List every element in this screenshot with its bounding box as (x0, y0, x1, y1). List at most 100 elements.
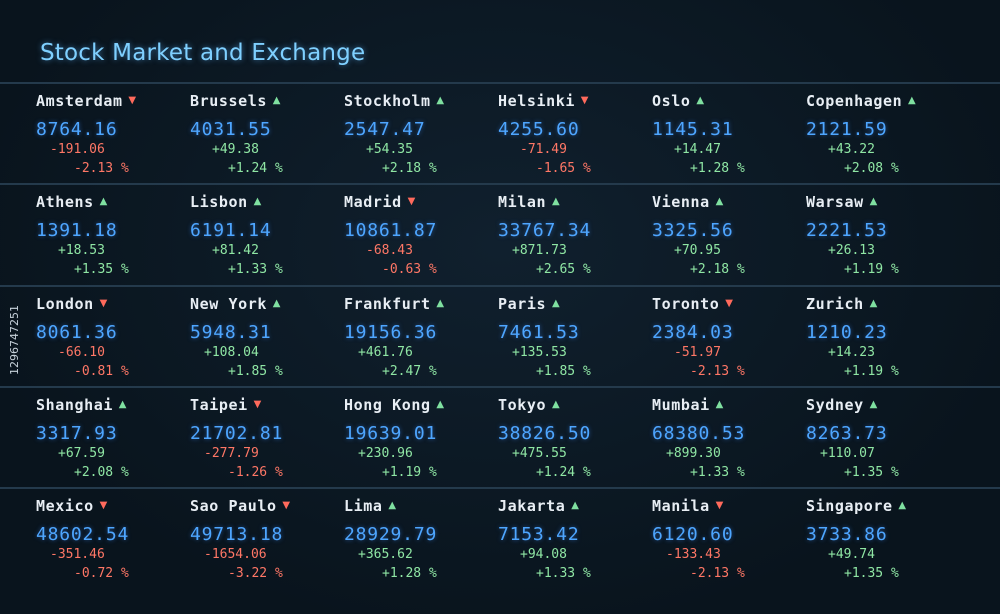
index-price: 3325.56 (652, 220, 734, 241)
index-price: 1210.23 (806, 322, 888, 343)
arrow-up-icon: ▲ (436, 298, 445, 309)
ticker-cell: Helsinki ▼ 4255.60 -71.49 -1.65 % (498, 84, 650, 184)
city-name: Jakarta (498, 497, 566, 515)
percent-change: +2.18 % (690, 262, 745, 277)
arrow-up-icon: ▲ (253, 196, 262, 207)
percent-change: -1.26 % (228, 465, 283, 480)
arrow-down-icon: ▼ (128, 95, 137, 106)
city-name: Amsterdam (36, 92, 123, 110)
price-change: +67.59 (58, 446, 105, 461)
index-price: 7153.42 (498, 524, 580, 545)
city-name: Athens (36, 193, 94, 211)
city-name: Manila (652, 497, 710, 515)
arrow-up-icon: ▲ (118, 399, 127, 410)
percent-change: -3.22 % (228, 566, 283, 581)
index-price: 1145.31 (652, 119, 734, 140)
arrow-up-icon: ▲ (715, 399, 724, 410)
ticker-cell: Warsaw ▲ 2221.53 +26.13 +1.19 % (806, 185, 958, 285)
index-price: 19639.01 (344, 423, 438, 444)
ticker-row: Athens ▲ 1391.18 +18.53 +1.35 % Lisbon ▲ 6191.1… (0, 183, 1000, 287)
ticker-cell: Lisbon ▲ 6191.14 +81.42 +1.33 % (190, 185, 342, 285)
percent-change: +1.33 % (536, 566, 591, 581)
index-price: 7461.53 (498, 322, 580, 343)
price-change: +475.55 (512, 446, 567, 461)
percent-change: +1.85 % (228, 364, 283, 379)
percent-change: -2.13 % (690, 364, 745, 379)
arrow-down-icon: ▼ (407, 196, 416, 207)
percent-change: +1.19 % (844, 262, 899, 277)
city-name: Paris (498, 295, 547, 313)
percent-change: +1.35 % (74, 262, 129, 277)
ticker-cell: Sydney ▲ 8263.73 +110.07 +1.35 % (806, 388, 958, 488)
arrow-up-icon: ▲ (436, 399, 445, 410)
ticker-cell: Jakarta ▲ 7153.42 +94.08 +1.33 % (498, 489, 650, 589)
city-name: Tokyo (498, 396, 547, 414)
city-name: Sydney (806, 396, 864, 414)
index-price: 2384.03 (652, 322, 734, 343)
price-change: +94.08 (520, 547, 567, 562)
ticker-row: Amsterdam ▼ 8764.16 -191.06 -2.13 % Brussels ▲… (0, 82, 1000, 186)
arrow-up-icon: ▲ (272, 298, 281, 309)
ticker-cell: Vienna ▲ 3325.56 +70.95 +2.18 % (652, 185, 804, 285)
arrow-up-icon: ▲ (571, 500, 579, 511)
index-price: 5948.31 (190, 322, 272, 343)
ticker-cell: Copenhagen ▲ 2121.59 +43.22 +2.08 % (806, 84, 958, 184)
city-name: Toronto (652, 295, 720, 313)
index-price: 38826.50 (498, 423, 592, 444)
price-change: +49.38 (212, 142, 259, 157)
ticker-cell: New York ▲ 5948.31 +108.04 +1.85 % (190, 287, 342, 387)
arrow-up-icon: ▲ (552, 298, 560, 309)
percent-change: +1.35 % (844, 566, 899, 581)
ticker-row: London ▼ 8061.36 -66.10 -0.81 % New York ▲ 5948… (0, 285, 1000, 389)
price-change: -277.79 (204, 446, 259, 461)
arrow-down-icon: ▼ (580, 95, 589, 106)
price-change: +230.96 (358, 446, 413, 461)
arrow-up-icon: ▲ (908, 95, 916, 106)
index-price: 68380.53 (652, 423, 746, 444)
arrow-up-icon: ▲ (552, 399, 560, 410)
arrow-down-icon: ▼ (282, 500, 291, 511)
arrow-up-icon: ▲ (696, 95, 705, 106)
ticker-cell: Madrid ▼ 10861.87 -68.43 -0.63 % (344, 185, 496, 285)
ticker-cell: Mexico ▼ 48602.54 -351.46 -0.72 % (36, 489, 188, 589)
index-price: 4031.55 (190, 119, 272, 140)
percent-change: +2.18 % (382, 161, 437, 176)
price-change: -133.43 (666, 547, 721, 562)
arrow-up-icon: ▲ (436, 95, 445, 106)
price-change: +871.73 (512, 243, 567, 258)
city-name: London (36, 295, 94, 313)
price-change: -66.10 (58, 345, 105, 360)
price-change: +461.76 (358, 345, 413, 360)
city-name: Sao Paulo (190, 497, 277, 515)
percent-change: +1.28 % (382, 566, 437, 581)
percent-change: -0.63 % (382, 262, 437, 277)
price-change: +14.47 (674, 142, 721, 157)
ticker-cell: Milan ▲ 33767.34 +871.73 +2.65 % (498, 185, 650, 285)
arrow-up-icon: ▲ (869, 196, 878, 207)
percent-change: +1.33 % (690, 465, 745, 480)
percent-change: -0.72 % (74, 566, 129, 581)
city-name: Hong Kong (344, 396, 431, 414)
ticker-cell: Stockholm ▲ 2547.47 +54.35 +2.18 % (344, 84, 496, 184)
percent-change: +1.33 % (228, 262, 283, 277)
ticker-cell: Tokyo ▲ 38826.50 +475.55 +1.24 % (498, 388, 650, 488)
price-change: +110.07 (820, 446, 875, 461)
index-price: 8764.16 (36, 119, 118, 140)
ticker-cell: Shanghai ▲ 3317.93 +67.59 +2.08 % (36, 388, 188, 488)
city-name: Mexico (36, 497, 94, 515)
percent-change: +1.19 % (844, 364, 899, 379)
city-name: Lima (344, 497, 383, 515)
arrow-down-icon: ▼ (253, 399, 262, 410)
ticker-cell: Hong Kong ▲ 19639.01 +230.96 +1.19 % (344, 388, 496, 488)
ticker-cell: London ▼ 8061.36 -66.10 -0.81 % (36, 287, 188, 387)
percent-change: -1.65 % (536, 161, 591, 176)
arrow-up-icon: ▲ (869, 298, 878, 309)
ticker-row: Mexico ▼ 48602.54 -351.46 -0.72 % Sao Paulo ▼ 4… (0, 487, 1000, 591)
price-change: +108.04 (204, 345, 259, 360)
ticker-cell: Toronto ▼ 2384.03 -51.97 -2.13 % (652, 287, 804, 387)
ticker-cell: Taipei ▼ 21702.81 -277.79 -1.26 % (190, 388, 342, 488)
price-change: +43.22 (828, 142, 875, 157)
index-price: 8061.36 (36, 322, 118, 343)
arrow-up-icon: ▲ (898, 500, 907, 511)
